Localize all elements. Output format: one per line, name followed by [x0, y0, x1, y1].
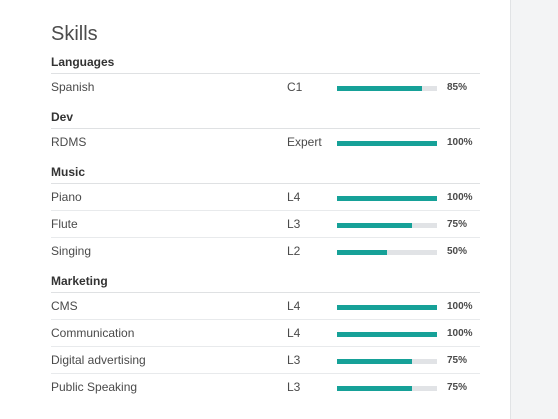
skill-progress-percent: 75%	[447, 355, 468, 366]
skill-name: Public Speaking	[51, 380, 138, 394]
skill-row[interactable]: Digital advertising L3 75%	[51, 347, 480, 374]
group-header: Languages	[51, 55, 480, 74]
skill-level: L3	[287, 353, 301, 367]
skill-progress-bar	[337, 305, 437, 310]
skill-row[interactable]: Singing L2 50%	[51, 238, 480, 265]
skill-group-dev: Dev RDMS Expert 100%	[51, 110, 480, 156]
skills-panel: Skills Languages Spanish C1 85% Dev RDMS…	[0, 0, 511, 419]
skill-progress-percent: 75%	[447, 382, 468, 393]
skill-level: L3	[287, 217, 301, 231]
skill-progress-percent: 75%	[447, 219, 468, 230]
group-header: Marketing	[51, 274, 480, 293]
skill-level: L4	[287, 299, 301, 313]
skill-name: RDMS	[51, 135, 87, 149]
skill-row[interactable]: RDMS Expert 100%	[51, 129, 480, 156]
skill-level: Expert	[287, 135, 322, 149]
group-header: Dev	[51, 110, 480, 129]
skill-progress-fill	[337, 332, 437, 337]
skill-level: L3	[287, 380, 301, 394]
skill-row[interactable]: Public Speaking L3 75%	[51, 374, 480, 401]
skill-progress-fill	[337, 386, 412, 391]
skill-name: Singing	[51, 244, 92, 258]
skill-progress-fill	[337, 223, 412, 228]
skill-progress-fill	[337, 86, 422, 91]
skill-progress-percent: 50%	[447, 246, 468, 257]
group-header: Music	[51, 165, 480, 184]
skill-group-marketing: Marketing CMS L4 100% Communication L4 1…	[51, 274, 480, 401]
skill-level: L4	[287, 190, 301, 204]
skill-progress-bar	[337, 86, 437, 91]
skill-progress-bar	[337, 359, 437, 364]
skill-name: Digital advertising	[51, 353, 146, 367]
skill-progress-bar	[337, 223, 437, 228]
skill-progress-bar	[337, 332, 437, 337]
skill-progress-percent: 100%	[447, 137, 473, 148]
skill-name: Flute	[51, 217, 78, 231]
skill-progress-fill	[337, 141, 437, 146]
skill-progress-bar	[337, 386, 437, 391]
skill-progress-percent: 85%	[447, 82, 468, 93]
skill-progress-fill	[337, 196, 437, 201]
skill-group-languages: Languages Spanish C1 85%	[51, 55, 480, 101]
skill-row[interactable]: Spanish C1 85%	[51, 74, 480, 101]
skill-level: L4	[287, 326, 301, 340]
skill-progress-percent: 100%	[447, 192, 473, 203]
skill-name: CMS	[51, 299, 78, 313]
page-title: Skills	[51, 23, 98, 45]
skill-progress-fill	[337, 305, 437, 310]
skill-progress-bar	[337, 196, 437, 201]
skill-row[interactable]: Piano L4 100%	[51, 184, 480, 211]
skill-group-music: Music Piano L4 100% Flute L3 75% Singing…	[51, 165, 480, 265]
skill-level: C1	[287, 80, 303, 94]
skill-name: Communication	[51, 326, 135, 340]
skill-row[interactable]: Communication L4 100%	[51, 320, 480, 347]
skill-progress-fill	[337, 250, 387, 255]
skill-progress-bar	[337, 250, 437, 255]
skill-progress-percent: 100%	[447, 328, 473, 339]
skill-name: Piano	[51, 190, 82, 204]
skill-progress-bar	[337, 141, 437, 146]
skill-progress-percent: 100%	[447, 301, 473, 312]
skill-level: L2	[287, 244, 301, 258]
skill-progress-fill	[337, 359, 412, 364]
skill-row[interactable]: Flute L3 75%	[51, 211, 480, 238]
skill-name: Spanish	[51, 80, 95, 94]
skill-row[interactable]: CMS L4 100%	[51, 293, 480, 320]
